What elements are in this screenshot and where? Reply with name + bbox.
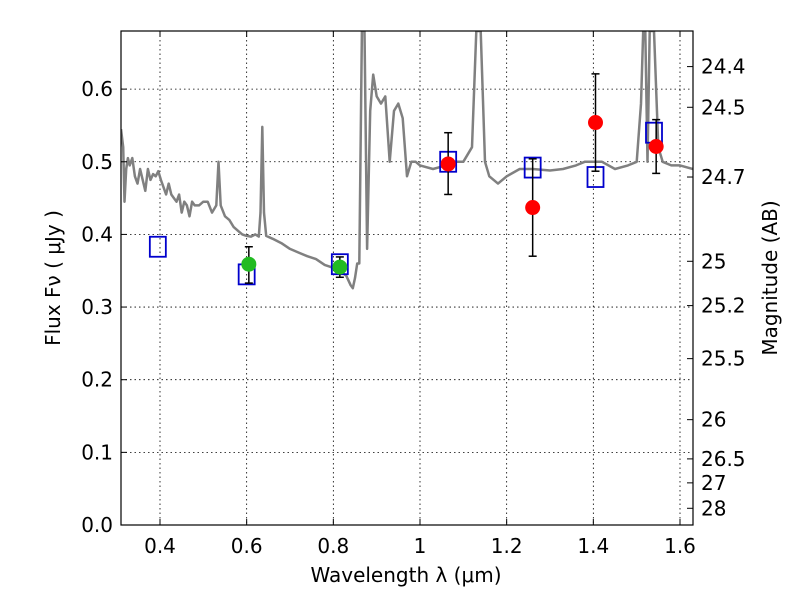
detection-point [588, 115, 603, 131]
y-right-tick-label: 27 [701, 471, 726, 495]
y-tick-label: 0.1 [81, 440, 113, 464]
detection-point [525, 200, 541, 216]
x-tick-label: 0.8 [317, 534, 349, 558]
x-tick-label: 0.6 [231, 534, 263, 558]
axis-ticks: 0.4 0.6 0.8 1 1.2 1.4 1.6 0.0 0.1 0.2 0.3 0.4 0.5 0.6… [81, 31, 746, 558]
detection-point [241, 256, 257, 272]
detection-point [648, 139, 664, 155]
y-right-tick-label: 28 [701, 496, 726, 520]
y-tick-label: 0.3 [81, 295, 113, 319]
y-axis-title: Flux Fν ( μJy ) [41, 210, 65, 346]
y-right-tick-label: 24.7 [701, 165, 746, 189]
plot-frame [120, 30, 694, 526]
detection-point [332, 259, 348, 275]
y-right-tick-label: 24.4 [701, 55, 746, 79]
plot-area [121, 31, 693, 290]
x-tick-label: 1.6 [664, 534, 696, 558]
x-axis-title: Wavelength λ (μm) [310, 563, 501, 587]
x-tick-label: 0.4 [144, 534, 176, 558]
spectrum-line [121, 31, 693, 290]
y-tick-label: 0.6 [81, 77, 113, 101]
model-photometry-square [148, 235, 167, 258]
y-tick-label: 0.4 [81, 222, 113, 246]
y-right-tick-label: 26.5 [701, 447, 746, 471]
y-tick-label: 0.5 [81, 150, 113, 174]
y-tick-label: 0.0 [81, 513, 113, 537]
y-right-tick-label: 25.5 [701, 347, 746, 371]
y-right-tick-label: 25 [701, 249, 726, 273]
x-tick-label: 1 [414, 534, 427, 558]
y-tick-label: 0.2 [81, 368, 113, 392]
x-tick-label: 1.4 [577, 534, 609, 558]
y-axis-right-title: Magnitude (AB) [758, 200, 782, 355]
x-tick-label: 1.2 [491, 534, 523, 558]
y-right-tick-label: 26 [701, 408, 726, 432]
y-right-tick-label: 24.5 [701, 95, 746, 119]
y-right-tick-label: 25.2 [701, 294, 746, 318]
detection-point [440, 156, 456, 172]
